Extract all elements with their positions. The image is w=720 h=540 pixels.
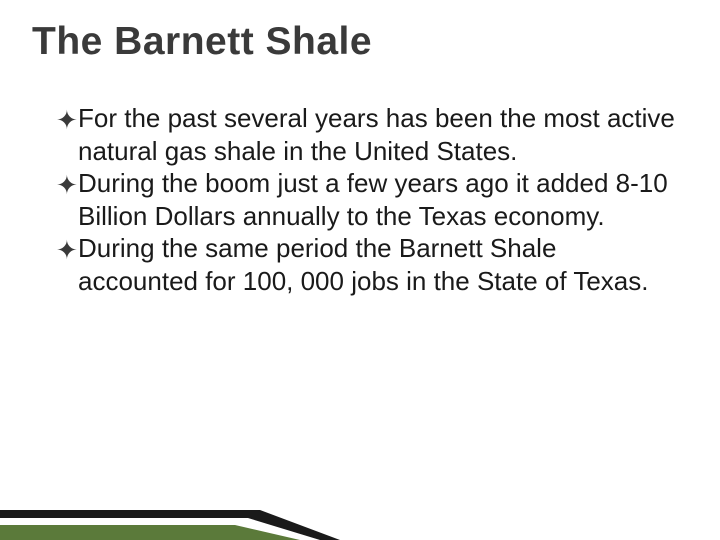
bullet-item: ✦ During the boom just a few years ago i… (56, 167, 676, 232)
bullet-icon: ✦ (56, 237, 78, 263)
bullet-item: ✦ For the past several years has been th… (56, 102, 676, 167)
slide-title: The Barnett Shale (32, 20, 372, 64)
bullet-text: During the boom just a few years ago it … (78, 167, 676, 232)
bullet-item: ✦ During the same period the Barnett Sha… (56, 232, 676, 297)
bullet-icon: ✦ (56, 107, 78, 133)
bullet-text: For the past several years has been the … (78, 102, 676, 167)
bullet-text: During the same period the Barnett Shale… (78, 232, 676, 297)
bullet-icon: ✦ (56, 172, 78, 198)
corner-decor-icon (0, 470, 340, 540)
slide-body: ✦ For the past several years has been th… (56, 102, 676, 297)
slide: The Barnett Shale ✦ For the past several… (0, 0, 720, 540)
